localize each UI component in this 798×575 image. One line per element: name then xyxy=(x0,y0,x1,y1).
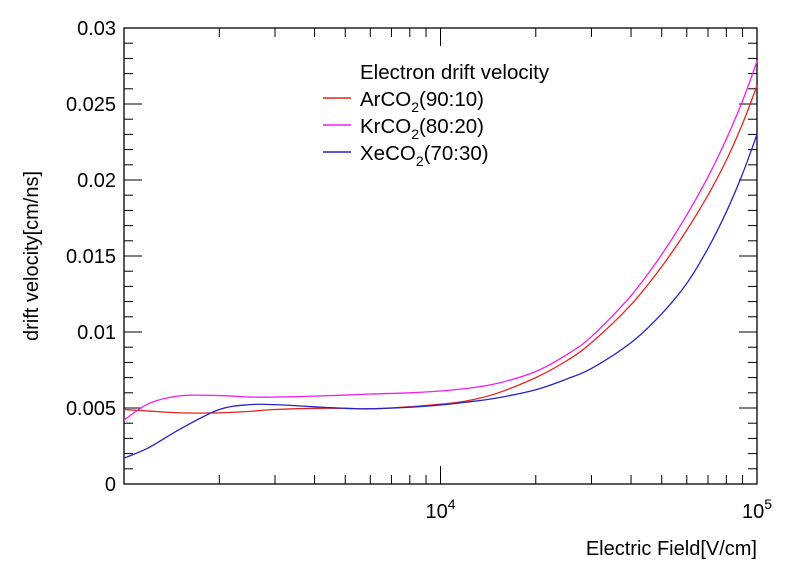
x-tick-base: 10 xyxy=(425,501,447,523)
x-tick-base: 10 xyxy=(742,501,764,523)
x-tick-label: 105 xyxy=(742,496,772,523)
legend-label-main: XeCO xyxy=(360,142,416,165)
legend-label-subscript: 2 xyxy=(416,153,424,169)
y-tick-label: 0 xyxy=(105,474,116,496)
legend-title: Electron drift velocity xyxy=(360,61,550,84)
legend-label-main: ArCO xyxy=(360,88,411,111)
y-tick-label: 0.005 xyxy=(66,398,116,420)
y-tick-label: 0.025 xyxy=(66,94,116,116)
y-axis-label: drift velocity[cm/ns] xyxy=(21,171,43,341)
legend-label-tail: (90:10) xyxy=(419,88,484,111)
series-line-krco xyxy=(123,61,758,421)
y-tick-label: 0.01 xyxy=(77,322,116,344)
y-tick-label: 0.02 xyxy=(77,170,116,192)
legend-label-main: KrCO xyxy=(360,115,411,138)
x-tick-label: 104 xyxy=(425,496,455,523)
series-line-arco xyxy=(123,85,758,414)
legend-label-subscript: 2 xyxy=(411,126,419,142)
x-tick-exponent: 5 xyxy=(764,496,772,512)
x-axis-label: Electric Field[V/cm] xyxy=(586,538,757,560)
legend-label: ArCO2(90:10) xyxy=(360,88,484,115)
x-tick-exponent: 4 xyxy=(448,496,456,512)
legend-label: XeCO2(70:30) xyxy=(360,142,489,169)
y-tick-label: 0.03 xyxy=(77,18,116,40)
legend-label-subscript: 2 xyxy=(411,99,419,115)
legend-label: KrCO2(80:20) xyxy=(360,115,484,142)
legend-label-tail: (80:20) xyxy=(419,115,484,138)
y-tick-label: 0.015 xyxy=(66,246,116,268)
legend-label-tail: (70:30) xyxy=(424,142,489,165)
series-line-xeco xyxy=(123,134,758,459)
